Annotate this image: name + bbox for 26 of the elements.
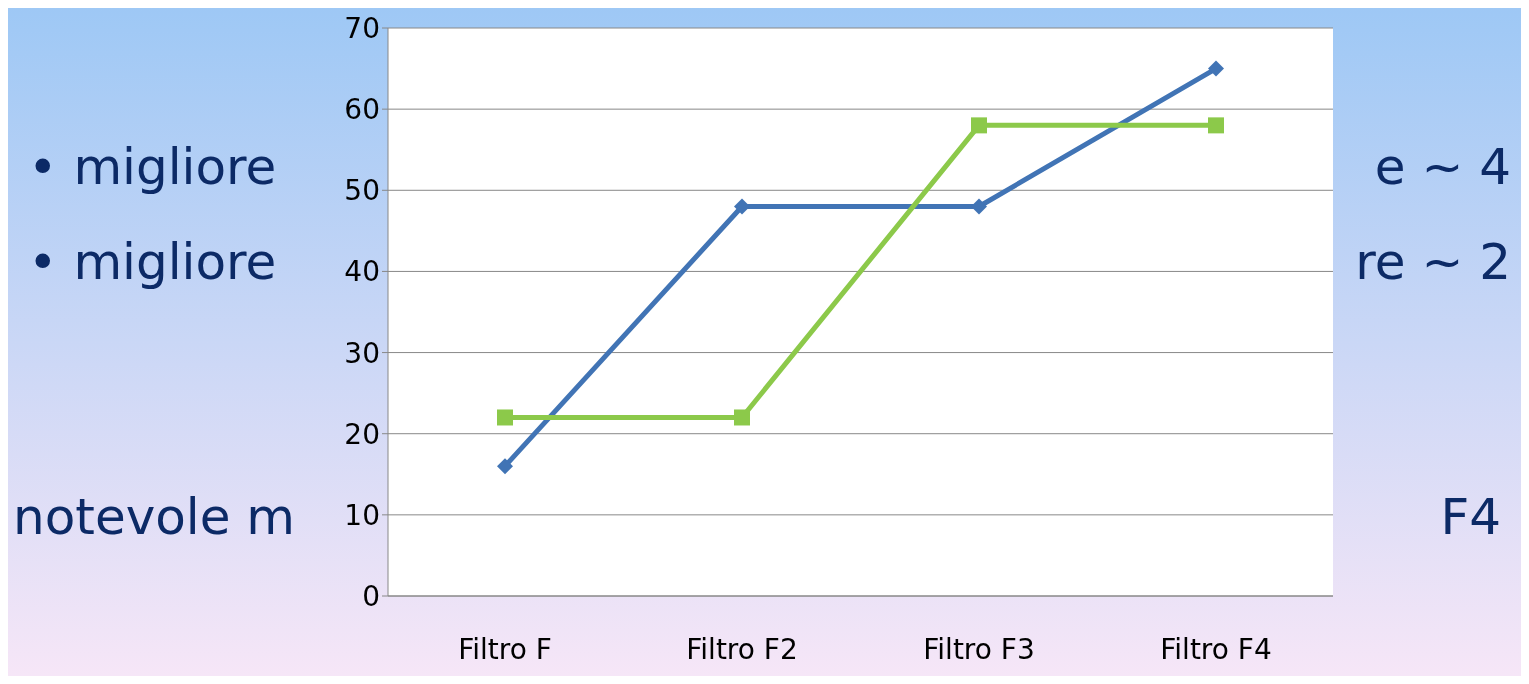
y-tick-label: 30 (344, 336, 380, 370)
text: • migliore (28, 233, 277, 291)
y-tick-label: 0 (362, 579, 380, 613)
point (971, 117, 987, 134)
text: e ~ 4 (1374, 138, 1511, 196)
x-tick-label: Filtro F3 (923, 632, 1035, 666)
point (1208, 117, 1224, 134)
y-tick-label: 70 (344, 11, 380, 45)
point (734, 409, 750, 426)
point (497, 458, 513, 475)
y-tick-label: 60 (344, 93, 380, 127)
x-tick-label: Filtro F (458, 632, 552, 666)
text: • migliore (28, 138, 277, 196)
y-tick-label: 20 (344, 417, 380, 451)
text: F4 (1440, 488, 1501, 546)
point (497, 409, 513, 426)
y-tick-label: 50 (344, 174, 380, 208)
text: notevole m (13, 488, 296, 546)
y-tick-label: 40 (344, 255, 380, 289)
y-tick-label: 10 (344, 498, 380, 532)
point (734, 198, 750, 215)
point (971, 198, 987, 215)
x-tick-label: Filtro F4 (1160, 632, 1272, 666)
x-tick-label: Filtro F2 (686, 632, 798, 666)
text: re ~ 2 (1355, 233, 1511, 291)
point (1208, 60, 1224, 77)
